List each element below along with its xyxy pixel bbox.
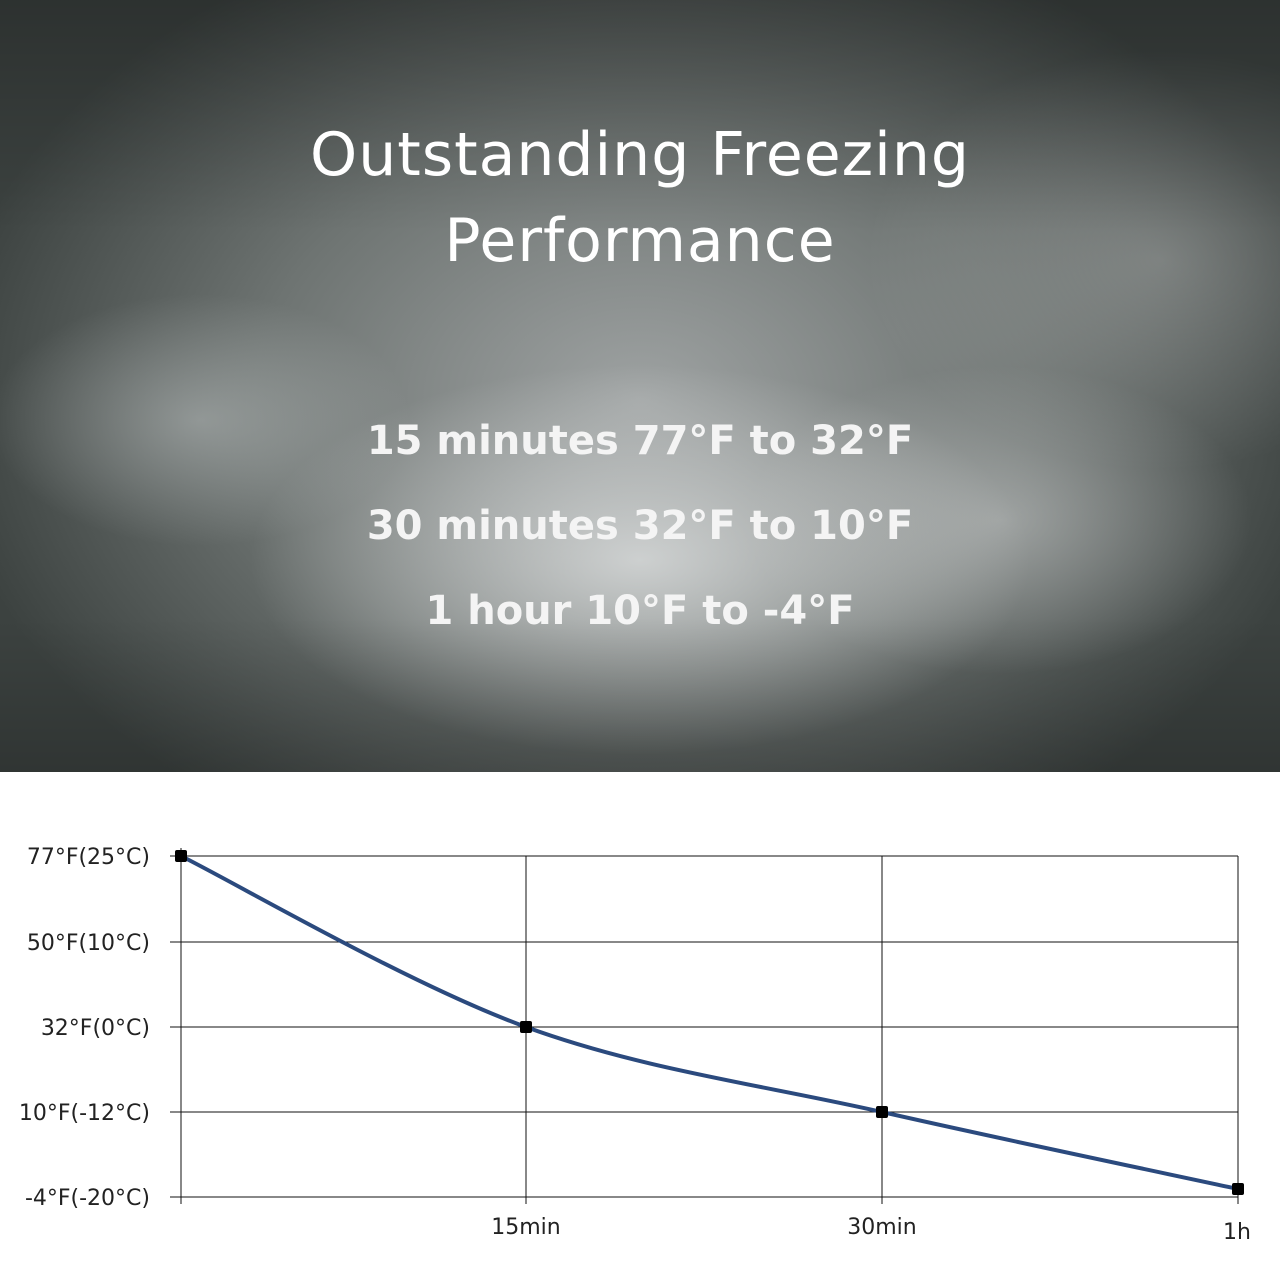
hero-title-line2: Performance xyxy=(444,206,836,276)
data-point-15min xyxy=(520,1021,532,1033)
series-line xyxy=(179,854,1240,1191)
stat-line-1: 15 minutes 77°F to 32°F xyxy=(366,418,914,464)
x-tick-labels: 15min 30min 1h xyxy=(491,1215,1251,1245)
stat-line-2: 30 minutes 32°F to 10°F xyxy=(366,503,914,549)
y-tick-labels: 77°F(25°C) 50°F(10°C) 32°F(0°C) 10°F(-12… xyxy=(19,845,150,1211)
y-tick-label-2: 32°F(0°C) xyxy=(41,1016,150,1041)
y-tick-label-3: 10°F(-12°C) xyxy=(19,1101,150,1126)
data-markers xyxy=(175,850,1244,1195)
y-tick-label-4: -4°F(-20°C) xyxy=(25,1186,150,1211)
data-point-0min xyxy=(175,850,187,862)
stat-line-3: 1 hour 10°F to -4°F xyxy=(425,588,855,634)
fog-overlay xyxy=(0,0,1280,772)
data-point-30min xyxy=(876,1106,888,1118)
x-tick-label-1h: 1h xyxy=(1223,1220,1251,1245)
hero-title-line1: Outstanding Freezing xyxy=(310,120,970,190)
chart-svg: 77°F(25°C) 50°F(10°C) 32°F(0°C) 10°F(-12… xyxy=(19,845,1251,1245)
hero-photo: Outstanding Freezing Performance 15 minu… xyxy=(0,0,1280,772)
y-tick-label-0: 77°F(25°C) xyxy=(27,845,150,870)
grid-lines xyxy=(170,848,1239,1204)
data-point-1h xyxy=(1232,1183,1244,1195)
hero-title: Outstanding Freezing Performance xyxy=(0,112,1280,284)
cooling-chart: 77°F(25°C) 50°F(10°C) 32°F(0°C) 10°F(-12… xyxy=(0,772,1280,1280)
y-tick-label-1: 50°F(10°C) xyxy=(27,931,150,956)
x-tick-label-15min: 15min xyxy=(491,1215,560,1240)
x-tick-label-30min: 30min xyxy=(847,1215,916,1240)
